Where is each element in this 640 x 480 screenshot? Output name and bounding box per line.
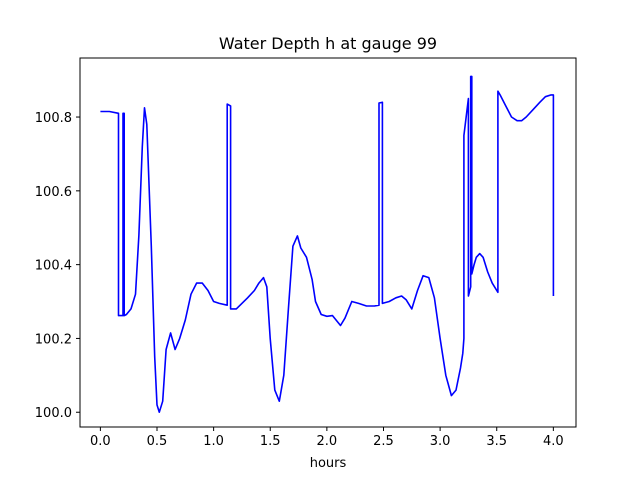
y-axis: 100.0 100.2 100.4 100.6 100.8 [35, 111, 80, 421]
x-tick-label: 1.5 [260, 434, 281, 449]
y-tick-label: 100.2 [35, 332, 72, 347]
y-tick-label: 100.6 [35, 185, 72, 200]
x-axis: 0.0 0.5 1.0 1.5 2.0 2.5 3.0 3.5 4.0 [90, 427, 564, 449]
x-tick-label: 3.0 [430, 434, 451, 449]
series-line [100, 75, 555, 414]
x-tick-label: 2.5 [373, 434, 394, 449]
x-tick-label: 0.5 [147, 434, 168, 449]
plot-area [100, 75, 555, 414]
x-tick-label: 0.0 [90, 434, 111, 449]
plot-frame [79, 57, 577, 428]
y-tick-label: 100.4 [35, 259, 72, 274]
chart-title: Water Depth h at gauge 99 [219, 34, 437, 53]
x-tick-label: 1.0 [203, 434, 224, 449]
y-tick-label: 100.0 [35, 406, 72, 421]
x-tick-label: 3.5 [486, 434, 507, 449]
y-tick-label: 100.8 [35, 111, 72, 126]
x-axis-label: hours [310, 456, 347, 471]
x-tick-label: 2.0 [317, 434, 338, 449]
series-layer [100, 75, 555, 414]
x-tick-label: 4.0 [543, 434, 564, 449]
